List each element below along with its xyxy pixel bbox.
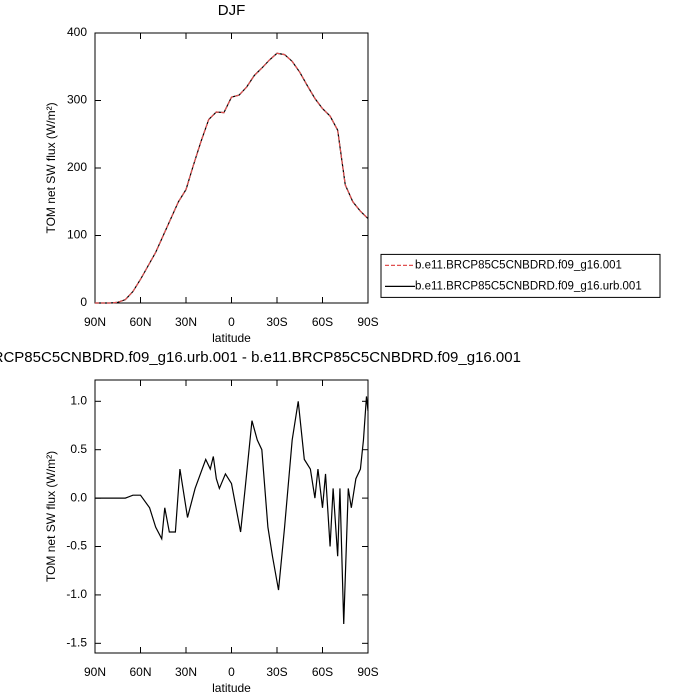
x-tick-label: 60S <box>312 665 333 679</box>
y-tick-label: -0.5 <box>66 539 87 553</box>
x-tick-label: 90N <box>84 665 106 679</box>
y-tick-label: 0.5 <box>70 442 87 456</box>
data-line <box>95 396 369 624</box>
x-tick-label: 30S <box>266 315 287 329</box>
legend: b.e11.BRCP85C5CNBDRD.f09_g16.001 b.e11.BR… <box>380 253 661 298</box>
data-line <box>95 52 369 304</box>
chart-title: b.e11.BRCP85C5CNBDRD.f09_g16.urb.001 - b… <box>0 349 521 366</box>
y-tick-label: 1.0 <box>70 393 87 407</box>
x-tick-label: 30N <box>175 665 197 679</box>
y-tick-label: -1.0 <box>66 587 87 601</box>
y-axis-label: TOM net SW flux (W/m²) <box>44 451 58 582</box>
x-tick-label: 90S <box>357 665 378 679</box>
chart-title: DJF <box>218 2 246 19</box>
x-tick-label: 60N <box>129 665 151 679</box>
x-tick-label: 90N <box>84 315 106 329</box>
legend-label: b.e11.BRCP85C5CNBDRD.f09_g16.001 <box>415 259 622 271</box>
y-tick-label: -1.5 <box>66 635 87 649</box>
plot-frame <box>94 379 369 654</box>
x-tick-label: 0 <box>228 665 235 679</box>
y-tick-label: 200 <box>67 160 87 174</box>
legend-label: b.e11.BRCP85C5CNBDRD.f09_g16.urb.001 <box>415 280 642 292</box>
y-axis-label: TOM net SW flux (W/m²) <box>44 102 58 233</box>
x-tick-label: 90S <box>357 315 378 329</box>
y-tick-label: 300 <box>67 93 87 107</box>
legend-box <box>380 253 661 298</box>
x-axis-label: latitude <box>212 681 251 695</box>
data-line <box>95 52 369 304</box>
x-tick-label: 30N <box>175 315 197 329</box>
y-tick-label: 100 <box>67 228 87 242</box>
plot-frame <box>94 32 369 304</box>
x-tick-label: 0 <box>228 315 235 329</box>
y-tick-label: 0.0 <box>70 490 87 504</box>
x-axis-label: latitude <box>212 331 251 345</box>
x-tick-label: 30S <box>266 665 287 679</box>
x-tick-label: 60S <box>312 315 333 329</box>
y-tick-label: 0 <box>80 295 87 309</box>
x-tick-label: 60N <box>129 315 151 329</box>
y-tick-label: 400 <box>67 25 87 39</box>
